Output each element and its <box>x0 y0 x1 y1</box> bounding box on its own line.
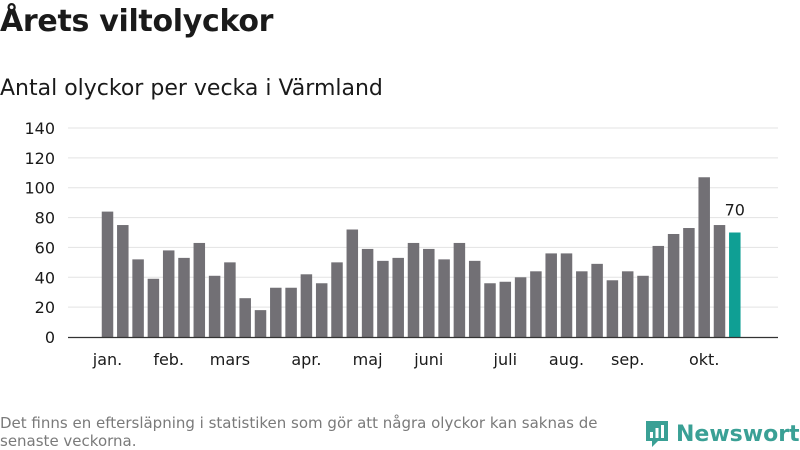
chart-subtitle: Antal olyckor per vecka i Värmland <box>0 76 383 101</box>
bar <box>667 233 680 337</box>
x-tick-label: okt. <box>689 350 719 369</box>
x-tick-label: juli <box>493 350 517 369</box>
bar <box>438 259 450 337</box>
bar <box>453 242 466 337</box>
y-tick-label: 0 <box>45 328 55 347</box>
bar <box>530 271 542 337</box>
newsworthy-logo-icon <box>646 421 668 447</box>
y-tick-label: 40 <box>35 268 55 287</box>
bar <box>652 245 665 337</box>
bar <box>208 275 221 337</box>
bar <box>193 242 206 337</box>
bar <box>392 257 404 337</box>
bar <box>254 310 267 337</box>
bar <box>514 277 527 337</box>
bar <box>499 281 512 337</box>
bar <box>377 260 389 337</box>
bar <box>606 280 619 337</box>
x-tick-label: apr. <box>291 350 321 369</box>
bar <box>178 257 190 337</box>
bar <box>117 225 129 337</box>
y-tick-label: 60 <box>35 238 55 257</box>
bar <box>576 271 588 337</box>
bar <box>346 229 359 337</box>
bar <box>101 211 114 337</box>
y-tick-label: 120 <box>24 149 55 168</box>
brand-logo: Newsworthy <box>644 418 800 450</box>
y-tick-label: 140 <box>24 119 55 138</box>
bar <box>224 262 236 337</box>
bar <box>285 287 297 337</box>
bar <box>300 274 313 337</box>
y-tick-label: 20 <box>35 298 55 317</box>
bar <box>147 278 160 337</box>
data-label: 70 <box>725 201 745 220</box>
x-tick-label: feb. <box>153 350 184 369</box>
bar <box>545 253 557 337</box>
bar <box>315 283 328 337</box>
bar-chart: 0 20 40 60 80 100 120 140 70 jan. feb. mars apr. maj j… <box>24 119 778 369</box>
bar <box>683 228 695 337</box>
bar <box>560 253 573 337</box>
brand-name: Newsworthy <box>676 421 800 447</box>
bar <box>713 225 726 337</box>
bar <box>621 271 634 337</box>
y-tick-label: 80 <box>35 209 55 228</box>
bar <box>591 263 603 337</box>
x-tick-label: sep. <box>611 350 644 369</box>
bar <box>239 298 251 337</box>
bar <box>407 242 420 337</box>
bar <box>484 283 496 337</box>
bar <box>698 177 710 337</box>
bar <box>270 287 282 337</box>
footnote: Det finns en eftersläpning i statistiken… <box>0 414 598 450</box>
bar <box>132 259 144 337</box>
bar <box>468 260 481 337</box>
bar <box>423 248 435 337</box>
chart-title: Årets viltolyckor <box>0 4 274 39</box>
y-tick-label: 100 <box>24 179 55 198</box>
bar <box>331 262 343 337</box>
bar-highlight <box>729 232 741 337</box>
bar <box>637 275 649 337</box>
bar <box>162 250 175 337</box>
x-tick-label: aug. <box>549 350 584 369</box>
x-tick-label: mars <box>210 350 250 369</box>
x-tick-label: jan. <box>92 350 122 369</box>
bar <box>361 248 374 337</box>
x-tick-label: juni <box>413 350 443 369</box>
x-tick-label: maj <box>353 350 383 369</box>
